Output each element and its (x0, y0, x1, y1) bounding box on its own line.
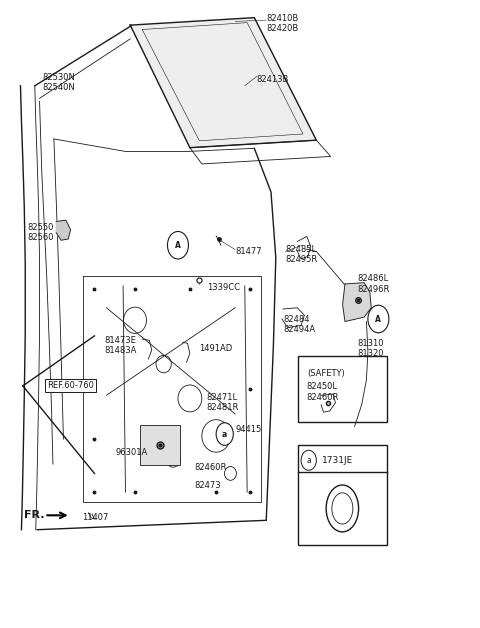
Text: 81477: 81477 (235, 247, 262, 256)
Text: 82484
82494A: 82484 82494A (283, 315, 315, 334)
Text: (SAFETY): (SAFETY) (307, 369, 345, 378)
Bar (140, 425, 180, 465)
Text: 81310
81320: 81310 81320 (357, 338, 384, 358)
Text: REF.60-760: REF.60-760 (47, 381, 94, 391)
Bar (298, 445, 386, 545)
Bar (298, 356, 386, 421)
Text: 82410B
82420B: 82410B 82420B (266, 14, 299, 33)
Circle shape (168, 232, 189, 259)
Text: 1491AD: 1491AD (199, 344, 233, 353)
Text: A: A (175, 241, 181, 250)
Text: 96301A: 96301A (116, 448, 148, 457)
Text: 94415: 94415 (235, 425, 262, 434)
Text: 11407: 11407 (83, 512, 109, 522)
Text: 82550
82560: 82550 82560 (28, 223, 54, 242)
Text: 82413B: 82413B (257, 75, 289, 84)
Text: 82450L
82460R: 82450L 82460R (307, 382, 339, 402)
Circle shape (216, 423, 233, 445)
Text: FR.: FR. (24, 511, 45, 521)
Polygon shape (343, 283, 371, 322)
Text: 82485L
82495R: 82485L 82495R (285, 245, 318, 264)
Text: a: a (306, 456, 311, 465)
Circle shape (368, 305, 389, 333)
Text: 82460R: 82460R (195, 463, 227, 472)
Text: 82530N
82540N: 82530N 82540N (42, 73, 75, 92)
Text: a: a (222, 430, 228, 438)
Text: 82486L
82496R: 82486L 82496R (357, 274, 389, 294)
Text: 82473: 82473 (195, 482, 221, 490)
Text: 1339CC: 1339CC (206, 283, 240, 291)
Text: A: A (375, 315, 381, 323)
Text: 82471L
82481R: 82471L 82481R (206, 393, 239, 413)
Text: 1731JE: 1731JE (322, 456, 353, 465)
Polygon shape (130, 18, 316, 148)
Polygon shape (56, 220, 71, 241)
Text: 81473E
81483A: 81473E 81483A (104, 335, 136, 355)
